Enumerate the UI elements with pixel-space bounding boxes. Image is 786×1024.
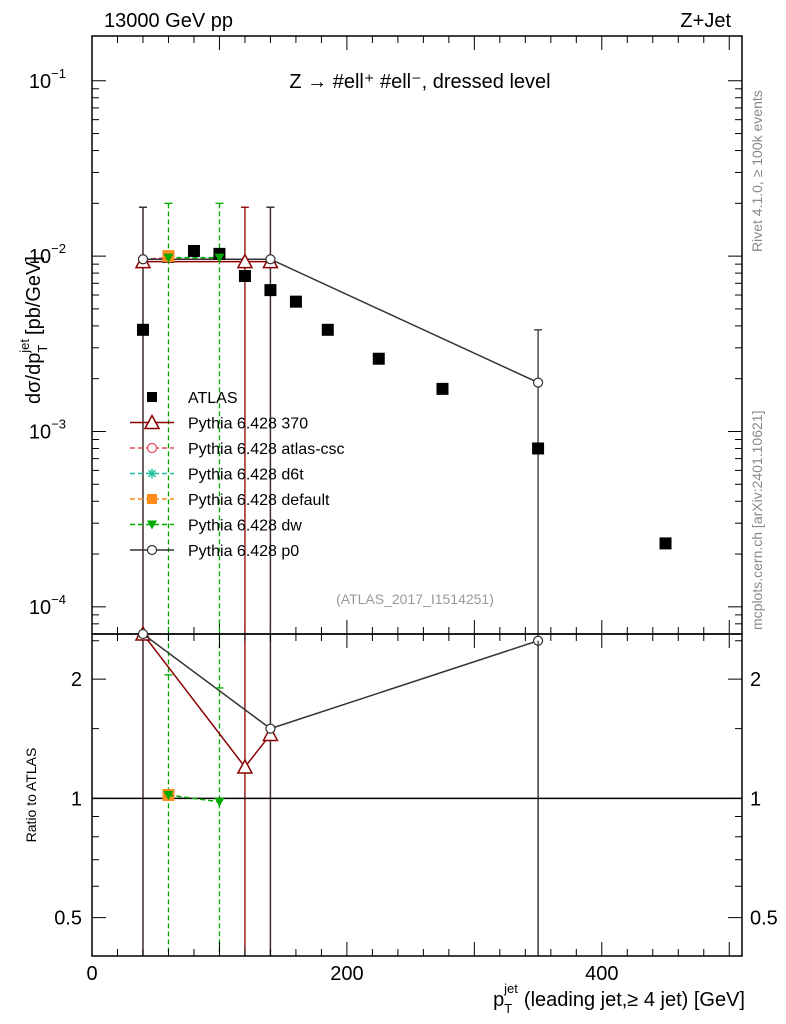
- ratio-y-tick-label: 0.5: [54, 908, 82, 930]
- pythia-6-428-p0-point: [137, 254, 149, 265]
- pythia-6-428-dw-point: [163, 253, 174, 263]
- main-y-axis-title: dσ/dpTjet[pb/GeV]: [17, 256, 50, 404]
- pythia-6-428-dw-ratio-point: [214, 797, 225, 807]
- atlas-point: [238, 270, 251, 283]
- legend-label: Pythia 6.428 p0: [188, 543, 299, 560]
- legend-entry-pythia-6-428-default: Pythia 6.428 default: [130, 492, 330, 509]
- legend: ATLAS Pythia 6.428 370 Pythia 6.428 atlas-…: [130, 390, 345, 560]
- ratio-frame: [91, 633, 743, 957]
- legend-marker: [147, 468, 157, 479]
- legend-marker: [143, 413, 161, 430]
- main-panel: 10−1 10−2 10−3 10−4: [29, 35, 743, 956]
- pythia-6-428-p0-point: [265, 254, 276, 265]
- legend-marker: [147, 520, 157, 530]
- legend-label: Pythia 6.428 atlas-csc: [188, 441, 345, 458]
- ratio-y-axis-title: Ratio to ATLAS: [23, 748, 39, 843]
- legend-marker: [147, 494, 157, 504]
- pythia-6-428-p0-point: [532, 377, 544, 388]
- y-tick-label: 10−1: [29, 66, 66, 93]
- legend-marker: [146, 544, 158, 556]
- legend-entry-pythia-6-428-atlas-csc: Pythia 6.428 atlas-csc: [130, 441, 345, 458]
- legend-label: Pythia 6.428 dw: [188, 518, 302, 535]
- pythia-6-428-p0-ratio-point: [137, 628, 149, 640]
- y-tick-label: 10−2: [29, 241, 66, 268]
- atlas-point: [532, 442, 545, 455]
- legend-label: Pythia 6.428 370: [188, 416, 308, 433]
- legend-entry-atlas: ATLAS: [147, 390, 238, 407]
- side-label-top: Rivet 4.1.0, ≥ 100k events: [749, 90, 765, 252]
- pythia-6-428-370-ratio-line: [142, 633, 272, 769]
- ratio-y-tick-label: 2: [71, 669, 82, 691]
- y-tick-label: 10−4: [29, 592, 66, 619]
- x-tick-label: 400: [585, 963, 618, 985]
- pythia-6-428-p0-ratio-line: [142, 633, 539, 730]
- legend-entry-pythia-6-428-d6t: Pythia 6.428 d6t: [130, 467, 304, 484]
- pythia-6-428-dw-point: [214, 253, 225, 263]
- analysis-tag: (ATLAS_2017_I1514251): [336, 591, 494, 607]
- ratio-y-tick-label-right: 0.5: [750, 908, 778, 930]
- pythia-6-428-370-point: [236, 253, 254, 269]
- atlas-point: [659, 537, 672, 550]
- atlas-point: [136, 323, 149, 336]
- legend-label: Pythia 6.428 default: [188, 492, 330, 509]
- pythia-6-428-370-ratio-point: [262, 725, 279, 742]
- plot-title: Z → #ell⁺ #ell⁻, dressed level: [289, 71, 550, 93]
- ratio-y-tick-label: 1: [71, 788, 82, 810]
- atlas-point: [372, 352, 385, 365]
- legend-marker: [146, 442, 158, 454]
- x-tick-label: 200: [330, 963, 363, 985]
- side-label-bottom: mcplots.cern.ch [arXiv:2401.10621]: [749, 411, 765, 630]
- legend-entry-pythia-6-428-dw: Pythia 6.428 dw: [130, 518, 302, 535]
- atlas-point: [289, 295, 302, 308]
- x-axis-title: pTjet(leading jet,≥ 4 jet) [GeV]: [493, 981, 745, 1016]
- pythia-6-428-p0-line: [142, 258, 539, 384]
- legend-label: ATLAS: [188, 390, 238, 407]
- ratio-y-tick-label-right: 2: [750, 669, 761, 691]
- atlas-point: [321, 323, 334, 336]
- ratio-y-tick-label-right: 1: [750, 788, 761, 810]
- header-left: 13000 GeV pp: [104, 10, 233, 32]
- legend-marker: [147, 392, 157, 402]
- x-tick-label: 0: [86, 963, 97, 985]
- legend-entry-pythia-6-428-p0: Pythia 6.428 p0: [130, 543, 299, 560]
- atlas-point: [264, 284, 277, 297]
- atlas-point: [187, 244, 200, 257]
- pythia-6-428-p0-ratio-point: [265, 723, 276, 734]
- pythia-6-428-370-ratio-point: [236, 758, 254, 774]
- pythia-6-428-dw-ratio-line: [168, 794, 220, 803]
- pythia-6-428-dw-ratio-point: [163, 790, 174, 800]
- y-tick-label: 10−3: [29, 416, 66, 443]
- ratio-panel: 0 200 400 0.5 0.5 1 1 2 2: [54, 625, 778, 985]
- legend-label: Pythia 6.428 d6t: [188, 467, 304, 484]
- atlas-point: [436, 382, 449, 395]
- header-right: Z+Jet: [680, 10, 731, 32]
- legend-entry-pythia-6-428-370: Pythia 6.428 370: [130, 413, 308, 433]
